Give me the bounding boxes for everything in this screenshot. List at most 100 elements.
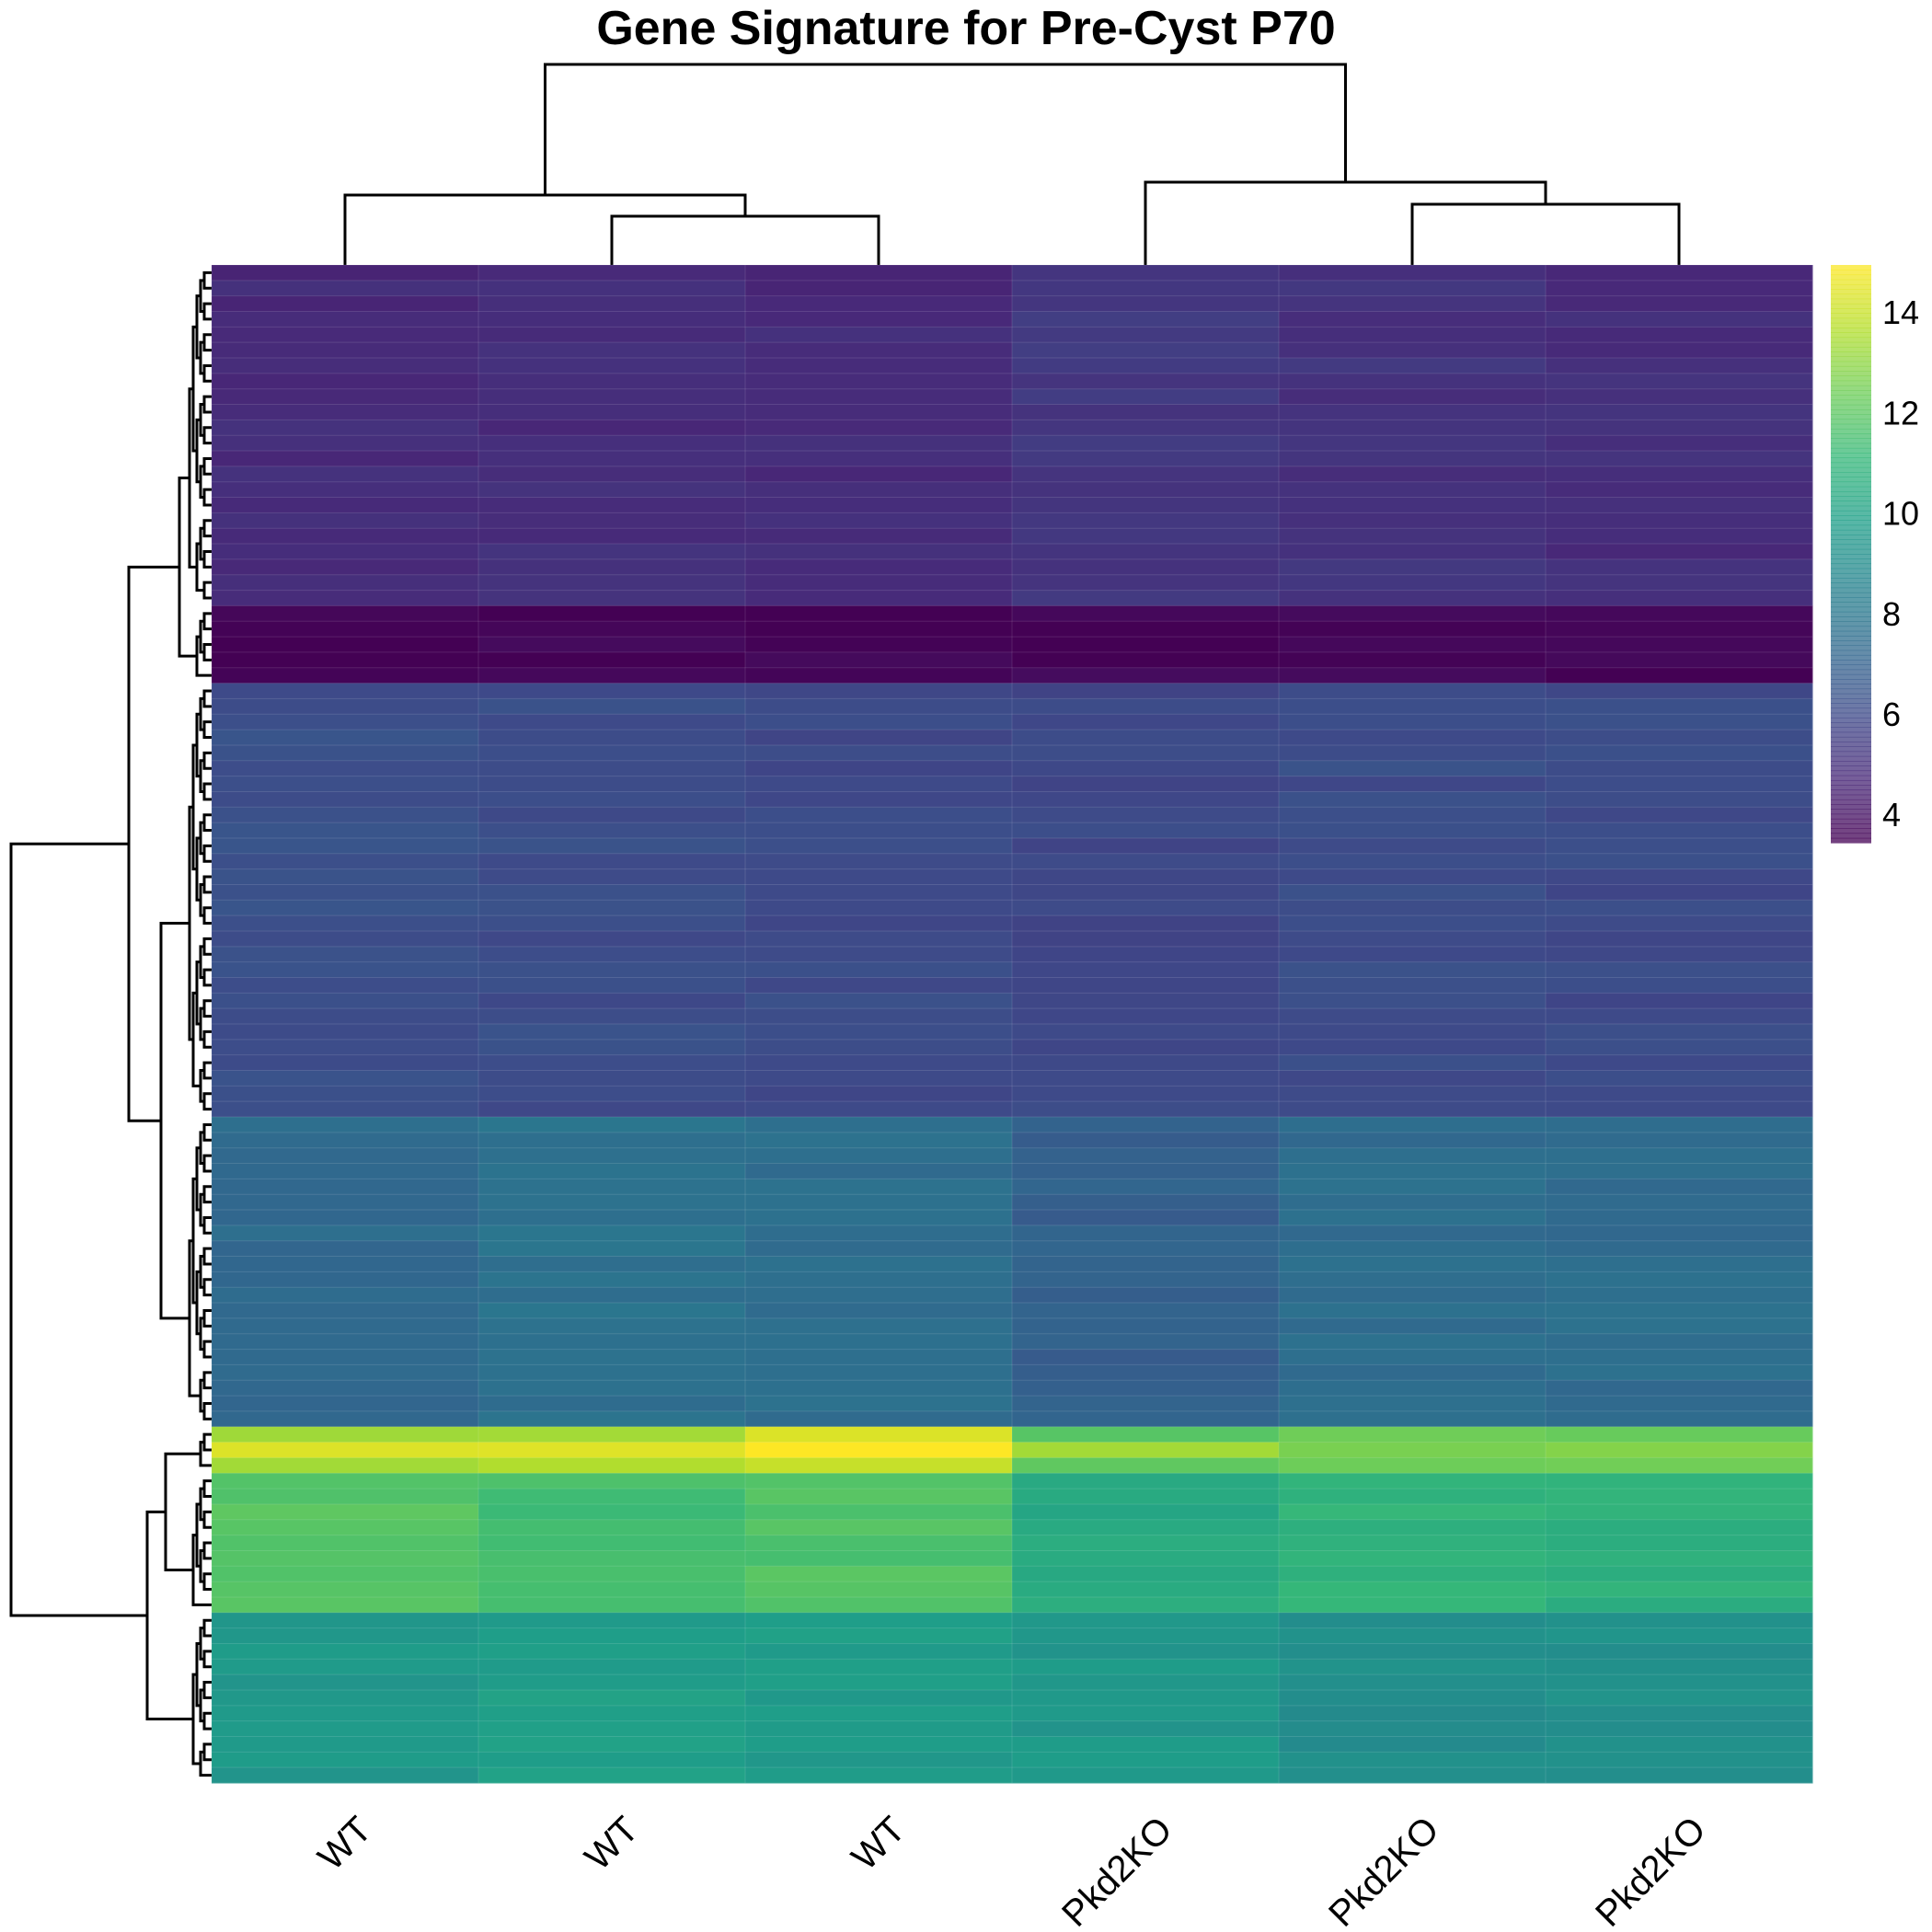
heatmap-cell <box>212 1240 479 1258</box>
heatmap-cell <box>1012 1147 1280 1165</box>
heatmap-cell <box>1546 1163 1813 1179</box>
row-dendrogram-branch <box>202 612 212 631</box>
row-dendrogram-branch <box>202 456 212 476</box>
color-legend-swatch <box>1831 515 1871 521</box>
heatmap-cell <box>745 497 1013 513</box>
heatmap-cell <box>212 558 479 576</box>
heatmap-cell <box>1012 961 1280 978</box>
color-legend-tick-label: 6 <box>1882 696 1901 733</box>
heatmap-cell <box>478 744 746 762</box>
heatmap-cell <box>1012 853 1280 870</box>
heatmap-cell <box>745 915 1013 932</box>
heatmap-cell <box>478 1627 746 1644</box>
row-dendrogram-branch <box>202 519 212 538</box>
heatmap-cell <box>745 435 1013 452</box>
heatmap-cell <box>1279 744 1547 762</box>
row-dendrogram-branch <box>188 1239 201 1397</box>
color-legend-swatch <box>1831 698 1871 704</box>
heatmap-cell <box>1012 1689 1280 1707</box>
heatmap-cell <box>212 605 479 622</box>
heatmap-cell <box>478 621 746 638</box>
heatmap-cell <box>745 1550 1013 1567</box>
heatmap-cell <box>1012 1333 1280 1351</box>
heatmap-cell <box>478 868 746 885</box>
heatmap-cell <box>1546 481 1813 499</box>
color-legend-swatch <box>1831 308 1871 314</box>
heatmap-cell <box>478 1643 746 1660</box>
heatmap-cell <box>212 1380 479 1397</box>
heatmap-cell <box>745 1179 1013 1195</box>
row-dendrogram-branch <box>202 1742 212 1762</box>
color-legend-swatch <box>1831 399 1871 406</box>
heatmap-cell <box>212 1503 479 1521</box>
heatmap-cell <box>212 1659 479 1675</box>
color-legend-tick-label: 12 <box>1882 394 1919 431</box>
heatmap-cell <box>1279 1210 1547 1226</box>
heatmap-cell <box>1546 977 1813 994</box>
heatmap-cell <box>478 1550 746 1567</box>
color-legend-swatch <box>1831 490 1871 497</box>
heatmap-cell <box>1012 1225 1280 1242</box>
heatmap-cell <box>1012 1503 1280 1521</box>
heatmap-cell <box>745 1024 1013 1041</box>
heatmap-cell <box>745 837 1013 855</box>
heatmap-cell <box>1012 637 1280 653</box>
heatmap-cell <box>1546 621 1813 638</box>
heatmap-cell <box>1546 1674 1813 1691</box>
heatmap-cell <box>1546 497 1813 513</box>
row-dendrogram-branch <box>202 782 212 801</box>
heatmap-cell <box>478 373 746 390</box>
heatmap-cell <box>745 1271 1013 1288</box>
heatmap-cell <box>478 961 746 978</box>
row-dendrogram-branch <box>202 813 212 833</box>
heatmap-cell <box>1546 544 1813 560</box>
color-legend-swatch <box>1831 635 1871 641</box>
heatmap-cell <box>1012 1550 1280 1567</box>
heatmap-cell <box>212 900 479 916</box>
heatmap-cell <box>1012 714 1280 730</box>
row-dendrogram-branch <box>202 1185 212 1204</box>
heatmap-cell <box>478 1473 746 1489</box>
color-legend-swatch <box>1831 337 1871 343</box>
heatmap-cell <box>1012 1752 1280 1768</box>
heatmap-cell <box>745 1349 1013 1365</box>
heatmap-cell <box>1546 791 1813 808</box>
heatmap-cell <box>745 822 1013 839</box>
heatmap-cell <box>745 558 1013 576</box>
heatmap-cell <box>745 1612 1013 1629</box>
heatmap-cell <box>1279 1364 1547 1381</box>
color-legend-swatch <box>1831 712 1871 719</box>
heatmap-cell <box>478 1720 746 1737</box>
color-legend-swatch <box>1831 365 1871 372</box>
heatmap-cell <box>212 946 479 963</box>
color-legend-swatch <box>1831 332 1871 339</box>
heatmap-cell <box>478 760 746 777</box>
color-legend-swatch <box>1831 481 1871 488</box>
color-legend-swatch <box>1831 779 1871 786</box>
heatmap-cell <box>1279 1473 1547 1489</box>
row-dendrogram-branch <box>202 1122 212 1142</box>
heatmap-cell <box>1546 760 1813 777</box>
heatmap-cell <box>478 497 746 513</box>
heatmap-cell <box>478 1503 746 1521</box>
heatmap-cell <box>745 1380 1013 1397</box>
heatmap-cell <box>1279 667 1547 684</box>
heatmap-cell <box>1012 497 1280 513</box>
heatmap-cell <box>1546 1457 1813 1474</box>
color-legend-swatch <box>1831 813 1871 820</box>
heatmap-cell <box>478 1519 746 1536</box>
heatmap-cell <box>745 605 1013 622</box>
color-legend-swatch <box>1831 794 1871 800</box>
heatmap-cell <box>1546 1333 1813 1351</box>
heatmap-cell <box>478 1070 746 1087</box>
heatmap-cell <box>1012 915 1280 932</box>
heatmap-cell <box>1012 776 1280 792</box>
heatmap-cell <box>478 1194 746 1211</box>
heatmap-cell <box>1279 946 1547 963</box>
heatmap-cell <box>1012 1117 1280 1133</box>
heatmap-cell <box>212 1210 479 1226</box>
color-legend-swatch <box>1831 751 1871 757</box>
heatmap-cell <box>1279 1086 1547 1102</box>
row-dendrogram-branch <box>199 1750 212 1777</box>
color-legend-swatch <box>1831 520 1871 526</box>
